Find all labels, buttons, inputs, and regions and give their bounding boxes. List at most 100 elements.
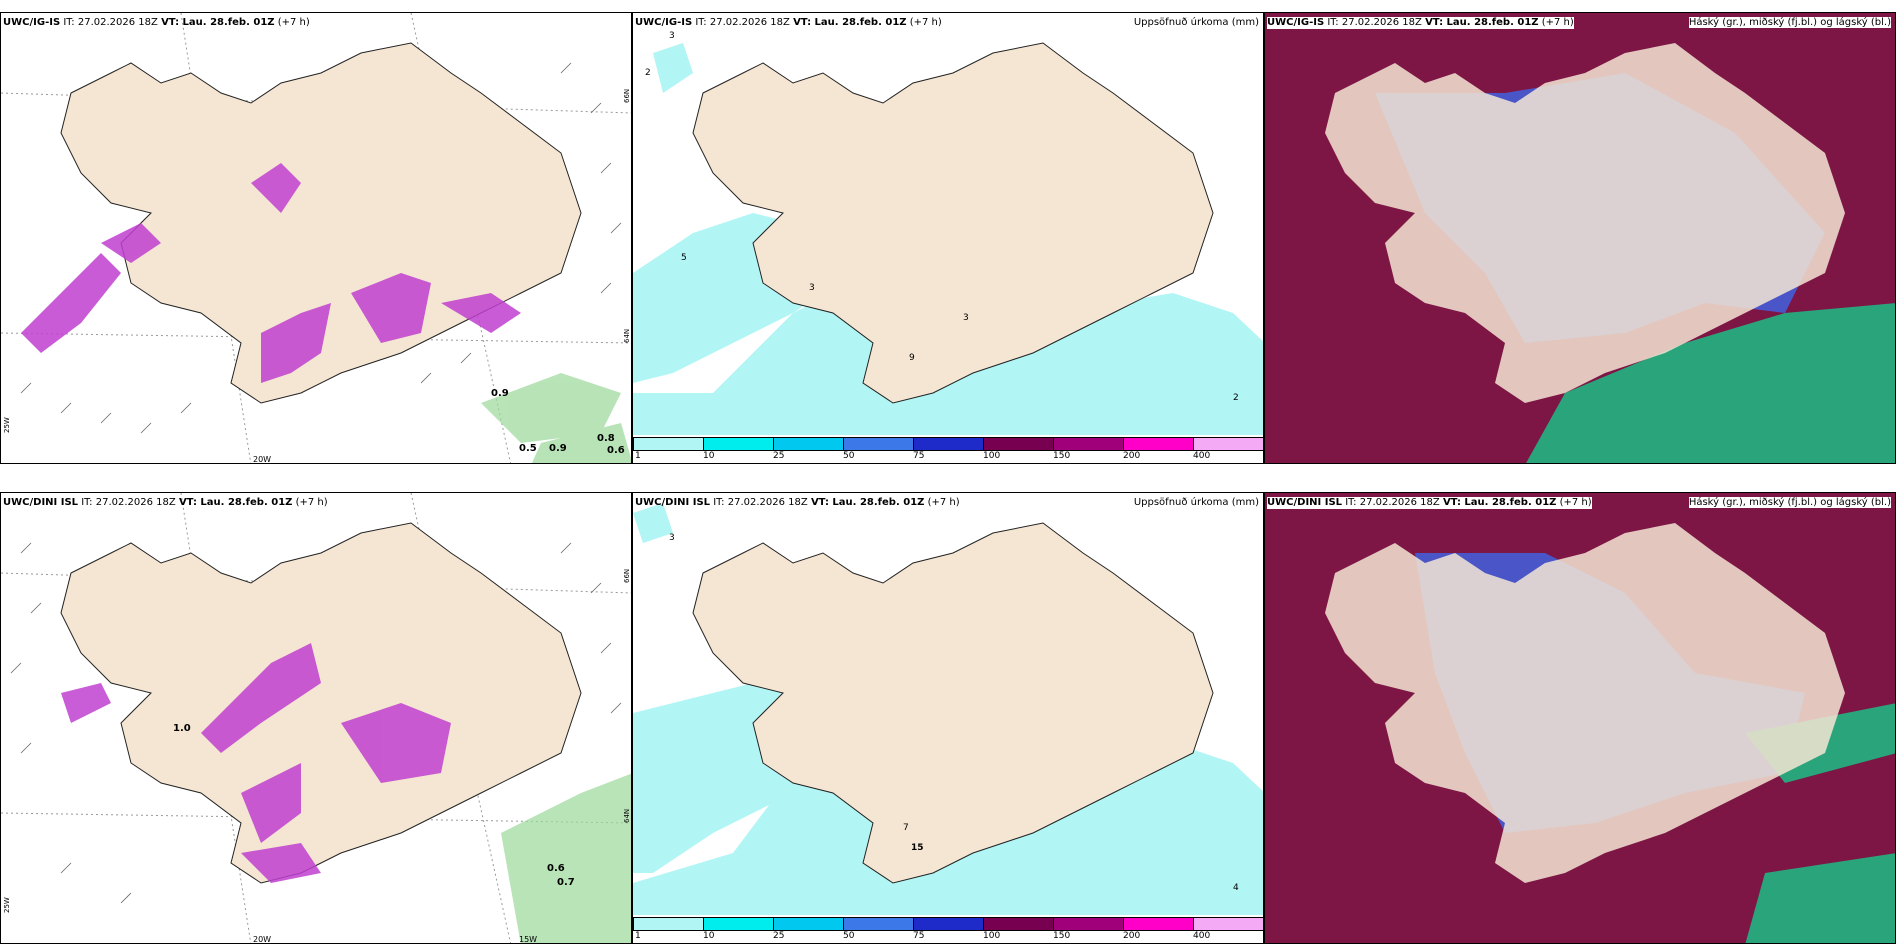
- value-label: 0.5: [519, 443, 537, 454]
- lat-label-66n: 66N: [623, 568, 631, 583]
- colorbar-tick: 75: [913, 451, 925, 461]
- lat-label-66n: 66N: [623, 88, 631, 103]
- panel-subtitle: Uppsöfnuð úrkoma (mm): [1133, 497, 1259, 508]
- colorbar-swatch: [913, 437, 985, 451]
- precip-number: 3: [669, 31, 675, 41]
- precip-number: 5: [681, 253, 687, 263]
- colorbar-tick: 150: [1053, 931, 1071, 941]
- panel-header: UWC/DINI ISL IT: 27.02.2026 18Z VT: Lau.…: [3, 497, 328, 508]
- panel-r2c2-precip: UWC/DINI ISL IT: 27.02.2026 18Z VT: Lau.…: [632, 492, 1264, 944]
- colorbar-tick: 10: [703, 451, 715, 461]
- colorbar-tick: 75: [913, 931, 925, 941]
- precip-number: 2: [645, 68, 651, 78]
- lon-label-20w: 20W: [253, 455, 272, 464]
- precip-number: 15: [911, 843, 924, 853]
- precip-colorbar: 1 10 25 50 75 100 150 200 400: [633, 915, 1263, 943]
- panel-r2c3-clouds: UWC/DINI ISL IT: 27.02.2026 18Z VT: Lau.…: [1264, 492, 1896, 944]
- value-label: 0.7: [557, 877, 575, 888]
- lat-label-66n: 66N: [632, 568, 635, 583]
- panel-r1c3-clouds: UWC/IG-IS IT: 27.02.2026 18Z VT: Lau. 28…: [1264, 12, 1896, 464]
- colorbar-swatch: [633, 437, 705, 451]
- value-label: 0.9: [491, 388, 509, 399]
- precip-green-areas: [481, 373, 631, 463]
- iceland-landmass: [60, 42, 582, 404]
- value-label: 1.0: [173, 723, 191, 734]
- lat-label-25w: 25W: [3, 897, 11, 913]
- map-r1c2: [633, 42, 1263, 439]
- colorbar-swatch: [703, 917, 775, 931]
- colorbar-swatch: [843, 917, 915, 931]
- precip-number: 3: [669, 533, 675, 543]
- colorbar-swatch: [1123, 437, 1195, 451]
- panel-subtitle: Háský (gr.), miðský (fj.bl.) og lágský (…: [1688, 497, 1891, 508]
- panel-header: UWC/IG-IS IT: 27.02.2026 18Z VT: Lau. 28…: [1267, 17, 1574, 29]
- colorbar-swatch: [773, 437, 845, 451]
- colorbar-tick: 400: [1193, 451, 1211, 461]
- panel-r1c1-wind-accum: UWC/IG-IS IT: 27.02.2026 18Z VT: Lau. 28…: [0, 12, 632, 464]
- map-r2c2: [633, 503, 1263, 919]
- panel-r2c1-wind-accum: UWC/DINI ISL IT: 27.02.2026 18Z VT: Lau.…: [0, 492, 632, 944]
- value-label: 0.6: [547, 863, 565, 874]
- lat-label-64n: 64N: [623, 808, 631, 823]
- panel-subtitle: Uppsöfnuð úrkoma (mm): [1133, 17, 1259, 28]
- map-r2c1: [1, 493, 631, 943]
- panel-header: UWC/IG-IS IT: 27.02.2026 18Z VT: Lau. 28…: [3, 17, 310, 28]
- panel-r1c2-precip: UWC/IG-IS IT: 27.02.2026 18Z VT: Lau. 28…: [632, 12, 1264, 464]
- value-label: 0.9: [549, 443, 567, 454]
- precip-number: 3: [809, 283, 815, 293]
- colorbar-swatch: [1053, 917, 1125, 931]
- colorbar-tick: 200: [1123, 451, 1141, 461]
- lat-label-66n: 66N: [632, 88, 635, 103]
- precip-number: 7: [903, 823, 909, 833]
- colorbar-swatch: [1193, 917, 1263, 931]
- colorbar-tick: 50: [843, 451, 855, 461]
- colorbar-swatch: [843, 437, 915, 451]
- colorbar-swatch: [1123, 917, 1195, 931]
- wind-barbs: [10, 542, 622, 904]
- lon-label-20w: 20W: [253, 935, 272, 944]
- colorbar-swatch: [913, 917, 985, 931]
- iceland-landmass: [692, 522, 1214, 884]
- colorbar-tick: 400: [1193, 931, 1211, 941]
- colorbar-swatch: [1053, 437, 1125, 451]
- precip-green-areas: [501, 773, 631, 943]
- map-r2c3: [1265, 493, 1895, 943]
- colorbar-tick: 10: [703, 931, 715, 941]
- iceland-landmass: [60, 522, 582, 884]
- precip-colorbar: 1 10 25 50 75 100 150 200 400: [633, 435, 1263, 463]
- precip-number: 3: [963, 313, 969, 323]
- colorbar-swatch: [703, 437, 775, 451]
- lon-label-15w: 15W: [519, 935, 538, 944]
- colorbar-tick: 25: [773, 451, 785, 461]
- precip-number: 9: [909, 353, 915, 363]
- precip-number: 2: [1233, 393, 1239, 403]
- iceland-landmass: [692, 42, 1214, 404]
- colorbar-tick: 50: [843, 931, 855, 941]
- panel-header: UWC/IG-IS IT: 27.02.2026 18Z VT: Lau. 28…: [635, 17, 942, 28]
- iceland-landmass: [1325, 523, 1845, 883]
- map-r1c1: [1, 13, 631, 463]
- value-label: 0.8: [597, 433, 615, 444]
- colorbar-swatch: [983, 437, 1055, 451]
- panel-header: UWC/DINI ISL IT: 27.02.2026 18Z VT: Lau.…: [635, 497, 960, 508]
- colorbar-tick: 150: [1053, 451, 1071, 461]
- panel-header: UWC/DINI ISL IT: 27.02.2026 18Z VT: Lau.…: [1267, 497, 1592, 509]
- colorbar-swatch: [983, 917, 1055, 931]
- colorbar-tick: 200: [1123, 931, 1141, 941]
- iceland-landmass: [1325, 43, 1845, 403]
- colorbar-swatch: [1193, 437, 1263, 451]
- precip-pink-areas: [61, 643, 451, 883]
- lat-label-25w: 25W: [3, 417, 11, 433]
- colorbar-tick: 100: [983, 931, 1001, 941]
- precip-number: 4: [1233, 883, 1239, 893]
- panel-subtitle: Háský (gr.), miðský (fj.bl.) og lágský (…: [1688, 17, 1891, 28]
- colorbar-tick: 25: [773, 931, 785, 941]
- colorbar-tick: 1: [635, 451, 641, 461]
- map-r1c3: [1265, 13, 1895, 463]
- colorbar-tick: 1: [635, 931, 641, 941]
- cloud-low-green: [1526, 303, 1895, 463]
- colorbar-tick: 100: [983, 451, 1001, 461]
- colorbar-swatch: [773, 917, 845, 931]
- wind-barbs: [20, 62, 622, 434]
- colorbar-swatch: [633, 917, 705, 931]
